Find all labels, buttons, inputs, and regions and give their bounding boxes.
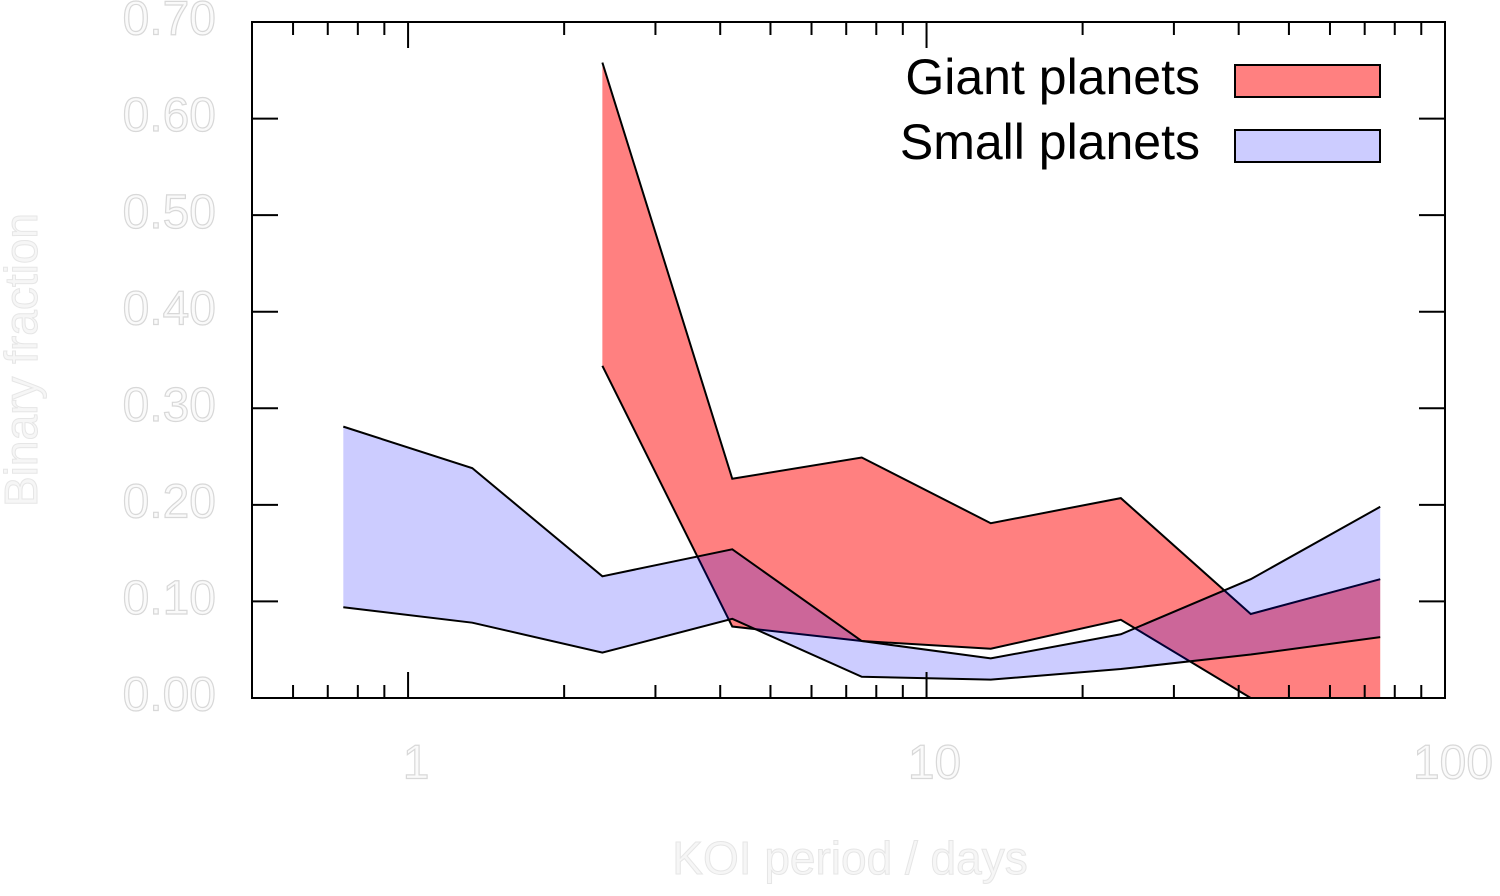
- band-upper-line: [601, 62, 1381, 616]
- plot-frame: [251, 21, 1446, 699]
- band-area: [343, 426, 1381, 680]
- x-tick-label: 100: [1413, 737, 1493, 790]
- x-tick-label: 10: [908, 737, 961, 790]
- y-tick-label: 0.50: [123, 186, 216, 239]
- y-tick-label: 0.00: [123, 669, 216, 722]
- legend-label: Small planets: [900, 114, 1200, 170]
- y-tick-label: 0.60: [123, 89, 216, 142]
- band-lower-line: [343, 606, 1381, 681]
- y-tick-label: 0.20: [123, 476, 216, 529]
- y-tick-label: 0.30: [123, 379, 216, 432]
- x-axis-label: KOI period / days: [672, 832, 1027, 884]
- legend-swatch: [1234, 64, 1381, 98]
- y-tick-label: 0.70: [123, 0, 216, 46]
- x-tick-label: 1: [403, 737, 430, 790]
- band-area: [602, 62, 1381, 699]
- y-axis-label: Binary fraction: [0, 213, 47, 507]
- legend-swatch: [1234, 129, 1381, 163]
- y-tick-label: 0.40: [123, 282, 216, 335]
- y-tick-label: 0.10: [123, 572, 216, 625]
- legend-label: Giant planets: [905, 49, 1200, 105]
- band-upper-line: [342, 425, 1381, 660]
